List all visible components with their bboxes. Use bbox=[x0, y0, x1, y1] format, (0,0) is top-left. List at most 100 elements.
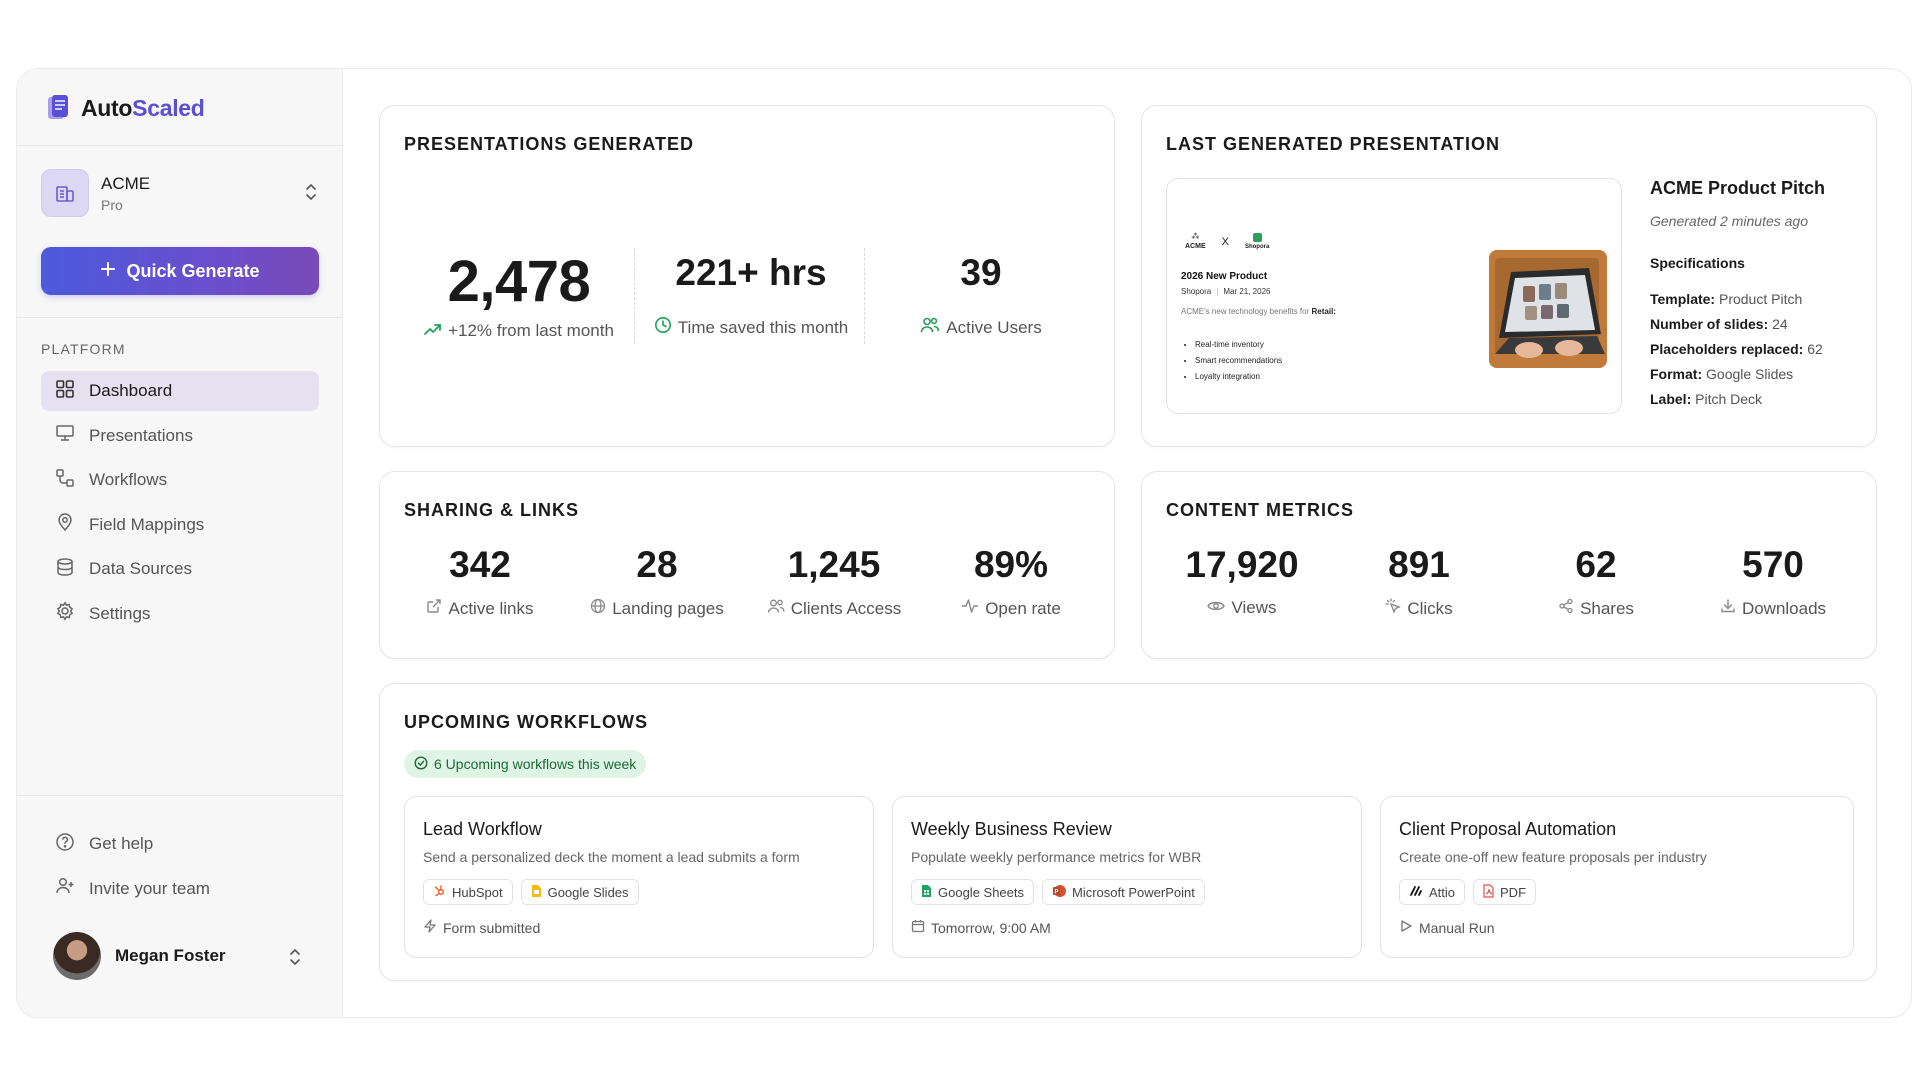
presentation-icon bbox=[55, 423, 75, 448]
bolt-icon bbox=[423, 919, 437, 936]
share-icon bbox=[1558, 598, 1574, 619]
metric-value: 89% bbox=[973, 544, 1049, 585]
time-saved-value: 221+ hrs bbox=[675, 252, 827, 293]
metric-downloads: 570 Downloads bbox=[1683, 544, 1863, 619]
spec-template: Template: Product Pitch bbox=[1650, 287, 1850, 312]
click-icon bbox=[1385, 598, 1402, 619]
preview-meta-company: Shopora bbox=[1181, 287, 1212, 296]
metric-shares: 62 Shares bbox=[1506, 544, 1686, 619]
sidebar-item-settings[interactable]: Settings bbox=[41, 594, 319, 634]
org-switcher[interactable]: ACME Pro bbox=[41, 165, 319, 221]
sidebar-item-get-help[interactable]: Get help bbox=[41, 824, 319, 864]
spec-placeholders: Placeholders replaced: 62 bbox=[1650, 337, 1850, 362]
sidebar-item-field-mappings[interactable]: Field Mappings bbox=[41, 505, 319, 545]
metric-label: Shares bbox=[1580, 598, 1634, 618]
divider bbox=[17, 317, 343, 318]
workflow-card-weekly-review[interactable]: Weekly Business Review Populate weekly p… bbox=[892, 796, 1362, 958]
card-title: LAST GENERATED PRESENTATION bbox=[1166, 134, 1501, 154]
preview-intro: ACME's new technology benefits for bbox=[1181, 307, 1310, 316]
workflow-desc: Send a personalized deck the moment a le… bbox=[423, 849, 800, 865]
user-plus-icon bbox=[55, 876, 75, 901]
sidebar-item-label: Invite your team bbox=[89, 878, 210, 898]
sidebar-item-label: Settings bbox=[89, 603, 151, 623]
sidebar-item-data-sources[interactable]: Data Sources bbox=[41, 549, 319, 589]
sidebar: AutoScaled ACME Pro bbox=[17, 69, 343, 1017]
sidebar-item-invite-team[interactable]: Invite your team bbox=[41, 869, 319, 909]
tag-label: Google Slides bbox=[547, 884, 629, 900]
sidebar-item-label: Get help bbox=[89, 834, 154, 853]
metric-views: 17,920 Views bbox=[1152, 544, 1332, 618]
brand-logo[interactable]: AutoScaled bbox=[45, 93, 205, 123]
calendar-icon bbox=[911, 919, 925, 936]
sidebar-item-presentations[interactable]: Presentations bbox=[41, 416, 319, 456]
spec-label: Template: bbox=[1650, 291, 1716, 307]
grid-icon bbox=[55, 379, 75, 404]
presentation-name[interactable]: ACME Product Pitch bbox=[1650, 178, 1826, 198]
quick-generate-button[interactable]: Quick Generate bbox=[41, 247, 319, 295]
metric-clients-access: 1,245 Clients Access bbox=[744, 544, 924, 619]
preview-photo bbox=[1489, 250, 1607, 368]
spec-label: Number of slides: bbox=[1650, 316, 1769, 332]
chevron-updown-icon[interactable] bbox=[303, 181, 319, 208]
card-title: PRESENTATIONS GENERATED bbox=[404, 134, 695, 154]
metric-value: 1,245 bbox=[787, 544, 881, 585]
spec-label: Label: bbox=[1650, 391, 1692, 407]
sidebar-item-dashboard[interactable]: Dashboard bbox=[41, 371, 319, 411]
slide-preview[interactable]: ⁂ ACME X Shopora 2026 New Product Shopor… bbox=[1166, 178, 1622, 414]
content-metrics-card: CONTENT METRICS 17,920 Views 891 Clicks … bbox=[1141, 471, 1877, 659]
workflow-title: Lead Workflow bbox=[423, 819, 542, 839]
preview-bullet: Smart recommendations bbox=[1195, 353, 1282, 369]
spec-slides: Number of slides: 24 bbox=[1650, 312, 1850, 337]
workflow-desc: Populate weekly performance metrics for … bbox=[911, 849, 1202, 865]
sidebar-item-label: Workflows bbox=[89, 470, 168, 489]
user-name: Megan Foster bbox=[115, 946, 226, 965]
presentations-generated-card: PRESENTATIONS GENERATED 2,478 +12% from … bbox=[379, 105, 1115, 447]
chevron-updown-icon[interactable] bbox=[287, 946, 303, 973]
brand-name: AutoScaled bbox=[81, 94, 205, 121]
card-title: UPCOMING WORKFLOWS bbox=[404, 712, 648, 732]
metric-value: 891 bbox=[1388, 544, 1450, 585]
active-users-label: Active Users bbox=[946, 317, 1042, 337]
metric-landing-pages: 28 Landing pages bbox=[567, 544, 747, 619]
badge-text: 6 Upcoming workflows this week bbox=[434, 756, 637, 772]
sidebar-item-label: Dashboard bbox=[89, 381, 173, 400]
workflow-icon bbox=[55, 468, 75, 493]
preview-heading: 2026 New Product bbox=[1181, 271, 1268, 282]
tag-hubspot: HubSpot bbox=[423, 879, 513, 905]
tag-google-sheets: Google Sheets bbox=[911, 879, 1035, 905]
user-menu[interactable]: Megan Foster bbox=[53, 931, 311, 981]
sidebar-bottom-nav: Get help Invite your team bbox=[41, 824, 319, 913]
preview-intro-bold: Retail: bbox=[1311, 307, 1336, 316]
tag-google-slides: Google Slides bbox=[520, 879, 639, 905]
metric-value: 17,920 bbox=[1185, 544, 1299, 585]
workflow-card-lead[interactable]: Lead Workflow Send a personalized deck t… bbox=[404, 796, 874, 958]
workflow-card-client-proposal[interactable]: Client Proposal Automation Create one-of… bbox=[1380, 796, 1854, 958]
org-name: ACME bbox=[101, 173, 151, 193]
trigger-label: Manual Run bbox=[1419, 919, 1495, 936]
time-saved-label: Time saved this month bbox=[677, 317, 849, 337]
metric-value: 342 bbox=[449, 544, 511, 585]
metric-active-links: 342 Active links bbox=[390, 544, 570, 619]
divider bbox=[17, 795, 343, 796]
time-saved-stat: 221+ hrs Time saved this month bbox=[638, 252, 864, 339]
plus-icon bbox=[100, 261, 116, 282]
status-badge: 6 Upcoming workflows this week bbox=[404, 750, 647, 778]
metric-label: Downloads bbox=[1741, 598, 1827, 618]
card-title: CONTENT METRICS bbox=[1166, 500, 1354, 520]
active-users-value: 39 bbox=[960, 252, 1002, 293]
external-link-icon bbox=[426, 598, 442, 619]
active-users-stat: 39 Active Users bbox=[868, 252, 1094, 339]
help-icon bbox=[55, 832, 75, 857]
shopora-logo-icon bbox=[1252, 233, 1262, 242]
org-plan: Pro bbox=[101, 196, 123, 213]
section-label-platform: PLATFORM bbox=[41, 341, 126, 357]
spec-value: Pitch Deck bbox=[1695, 391, 1763, 407]
google-sheets-icon bbox=[921, 884, 932, 901]
sidebar-item-workflows[interactable]: Workflows bbox=[41, 460, 319, 500]
metric-open-rate: 89% Open rate bbox=[921, 544, 1101, 619]
users-icon bbox=[920, 316, 940, 339]
preview-logo-left: ACME bbox=[1185, 243, 1206, 250]
tag-attio: Attio bbox=[1399, 879, 1466, 905]
acme-logo-icon: ⁂ bbox=[1191, 232, 1200, 241]
metric-label: Views bbox=[1231, 598, 1277, 617]
